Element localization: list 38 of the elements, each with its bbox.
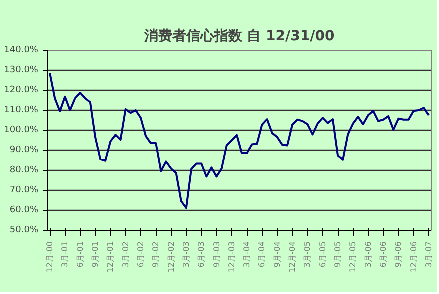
- x-tick-label: 12月-00: [46, 241, 55, 273]
- x-tick-label: 6月-02: [136, 242, 146, 268]
- x-tick-label: 12月-04: [288, 241, 298, 273]
- x-tick-label: 3月-01: [60, 242, 70, 268]
- x-tick-label: 6月-03: [197, 242, 206, 268]
- x-tick-label: 9月-02: [152, 242, 161, 268]
- x-tick-label: 3月-07: [424, 242, 434, 268]
- x-tick-label: 6月-01: [76, 242, 85, 268]
- y-tick-label: 110.0%: [4, 106, 39, 116]
- x-tick-label: 3月-04: [242, 242, 252, 268]
- x-tick-label: 3月-06: [364, 242, 373, 268]
- x-tick-label: 9月-03: [212, 242, 222, 268]
- x-tick-label: 12月-03: [227, 241, 236, 273]
- y-tick-label: 60.0%: [10, 206, 39, 216]
- y-tick-label: 80.0%: [10, 166, 39, 176]
- x-tick-label: 6月-05: [318, 242, 328, 268]
- y-tick-label: 50.0%: [10, 226, 39, 236]
- x-tick-label: 12月-05: [348, 241, 358, 273]
- x-tick-label: 12月-06: [409, 241, 418, 273]
- y-tick-label: 70.0%: [10, 186, 39, 196]
- x-tick-label: 6月-06: [379, 242, 388, 268]
- x-tick-label: 3月-02: [121, 242, 130, 268]
- y-tick-label: 120.0%: [4, 86, 39, 96]
- x-tick-label: 9月-04: [272, 242, 282, 268]
- y-tick-label: 140.0%: [4, 46, 39, 56]
- x-tick-label: 12月-02: [166, 241, 176, 273]
- y-tick-label: 100.0%: [4, 126, 39, 136]
- x-tick-label: 3月-03: [182, 242, 191, 268]
- x-tick-label: 3月-05: [303, 242, 312, 268]
- chart-title: 消费者信心指数 自 12/31/00: [143, 28, 335, 44]
- x-tick-label: 12月-01: [106, 241, 116, 273]
- y-tick-label: 130.0%: [4, 66, 39, 76]
- line-series: [49, 72, 430, 210]
- x-tick-label: 9月-06: [394, 242, 404, 268]
- x-tick-label: 6月-04: [258, 242, 267, 268]
- x-tick-label: 9月-05: [334, 242, 343, 268]
- y-tick-label: 90.0%: [10, 146, 39, 156]
- x-tick-label: 9月-01: [91, 242, 100, 268]
